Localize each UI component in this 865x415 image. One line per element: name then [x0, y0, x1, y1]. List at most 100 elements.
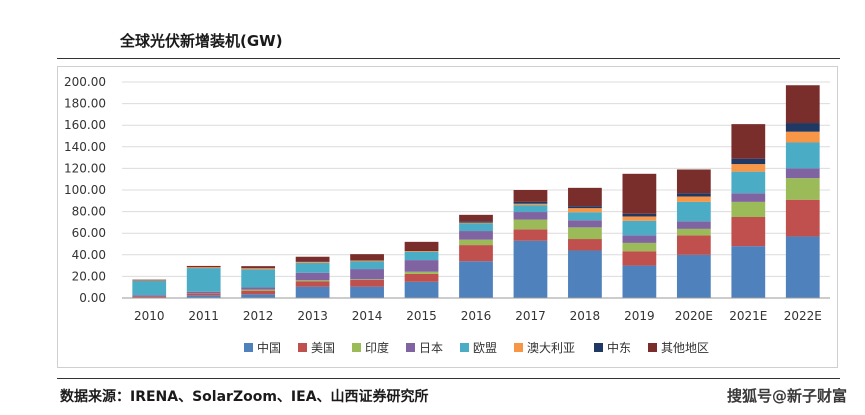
bar-segment	[404, 271, 439, 274]
bar-segment	[241, 290, 276, 295]
bar-segment	[622, 242, 657, 252]
bar-segment	[513, 190, 548, 202]
legend: 中国 美国 印度 日本 欧盟 澳大利亚 中东 其他地区	[244, 340, 709, 355]
bar-segment	[513, 201, 548, 204]
bar-segment	[568, 187, 602, 207]
bar-segment	[731, 201, 766, 217]
bar-segment	[785, 123, 820, 132]
x-tick-label: 2018	[570, 309, 601, 323]
bar-segment	[459, 261, 493, 298]
y-tick-label: 120.00	[64, 161, 106, 175]
x-tick-label: 2019	[624, 309, 655, 323]
bar-segment	[295, 262, 330, 273]
bar-segment	[404, 241, 439, 251]
top-rule	[57, 58, 840, 59]
bar-segment	[731, 171, 766, 194]
y-tick-label: 80.00	[72, 205, 106, 219]
legend-swatch	[594, 343, 603, 352]
legend-swatch	[460, 343, 469, 352]
bar-segment	[676, 193, 711, 197]
x-tick-label: 2013	[297, 309, 328, 323]
bar-segment	[568, 227, 602, 240]
bar-segment	[785, 178, 820, 200]
x-tick-label: 2015	[406, 309, 437, 323]
bar-segment	[241, 269, 276, 288]
x-tick-label: 2010	[134, 309, 165, 323]
watermark: 搜狐号@新子财富	[726, 387, 847, 405]
bar-segment	[785, 131, 820, 143]
y-tick-label: 140.00	[64, 140, 106, 154]
bar-segment	[731, 193, 766, 202]
bar-segment	[295, 272, 330, 281]
gridlines	[122, 81, 830, 299]
bar-segment	[132, 279, 167, 281]
bar-segment	[622, 216, 657, 221]
bar-segment	[676, 201, 711, 222]
legend-swatch	[244, 343, 253, 352]
bar-segment	[350, 279, 384, 280]
bar-segment	[622, 251, 657, 266]
bar-segment	[350, 261, 384, 270]
x-tick-label: 2017	[515, 309, 546, 323]
x-tick-label: 2011	[188, 309, 219, 323]
bar-segment	[404, 273, 439, 282]
bar-segment	[404, 251, 439, 261]
x-tick-label: 2020E	[675, 309, 713, 323]
x-axis: 2010 2011 2012 2013 2014 2015 2016 2017 2018 2019…	[122, 297, 830, 323]
bar-segment	[676, 228, 711, 236]
bar-segment	[186, 267, 221, 269]
bar-segment	[295, 281, 330, 287]
bar-segment	[785, 236, 820, 298]
legend-label: 日本	[419, 341, 443, 355]
bar-segment	[404, 251, 439, 252]
bar-segment	[622, 220, 657, 236]
y-tick-label: 60.00	[72, 226, 106, 240]
bar-segment	[404, 260, 439, 272]
bar-segment	[241, 289, 276, 291]
bar-segment	[731, 124, 766, 159]
bar-segment	[132, 280, 167, 296]
bar-segment	[132, 295, 167, 297]
bar-segment	[568, 239, 602, 251]
bar-segment	[404, 250, 439, 252]
legend-label: 澳大利亚	[527, 341, 575, 355]
bar-segment	[459, 245, 493, 262]
bar-segment	[513, 212, 548, 220]
y-tick-label: 40.00	[72, 248, 106, 262]
legend-label: 欧盟	[473, 341, 497, 355]
bar-segment	[295, 286, 330, 298]
bar-segment	[785, 199, 820, 237]
legend-swatch	[406, 343, 415, 352]
bottom-rule	[57, 378, 840, 379]
chart-title: 全球光伏新增装机(GW)	[120, 32, 283, 50]
bar-segment	[568, 212, 602, 221]
y-tick-label: 160.00	[64, 118, 106, 132]
bar-segment	[241, 266, 276, 269]
bar-segment	[295, 262, 330, 263]
legend-swatch	[648, 343, 657, 352]
bar-segment	[785, 168, 820, 179]
bar-segment	[513, 219, 548, 230]
bar-segment	[622, 235, 657, 243]
bar-segment	[622, 213, 657, 217]
bar-segment	[676, 221, 711, 229]
x-tick-label: 2016	[461, 309, 492, 323]
y-tick-label: 20.00	[72, 269, 106, 283]
bar-segment	[731, 246, 766, 298]
y-tick-label: 0.00	[79, 291, 106, 305]
bar-segment	[785, 85, 820, 124]
legend-label: 中国	[257, 340, 281, 355]
bar-segment	[350, 286, 384, 298]
bar-segment	[241, 287, 276, 290]
bar-segment	[350, 279, 384, 287]
bar-segment	[622, 173, 657, 214]
bar-segment	[459, 231, 493, 240]
bar-segment	[186, 293, 221, 296]
bar-segment	[350, 260, 384, 262]
y-tick-label: 180.00	[64, 97, 106, 111]
bar-segment	[459, 214, 493, 222]
bar-segment	[186, 265, 221, 268]
bar-segment	[241, 294, 276, 298]
bar-segment	[459, 221, 493, 223]
